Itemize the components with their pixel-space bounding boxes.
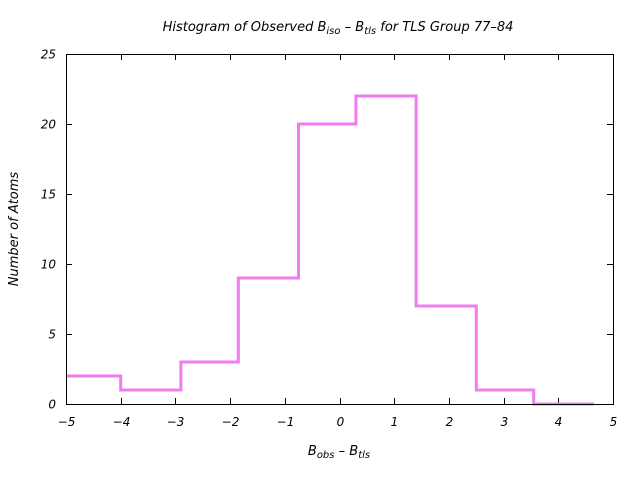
y-tick-label: 25 xyxy=(41,48,56,62)
histogram-series-line xyxy=(66,94,594,406)
y-tick-label: 5 xyxy=(48,328,56,342)
x-tick-label: 5 xyxy=(610,415,618,429)
x-tick-label: −4 xyxy=(113,415,131,429)
plot-frame xyxy=(66,54,614,405)
x-tick-label: −5 xyxy=(58,415,76,429)
y-tick-label: 10 xyxy=(41,258,57,272)
y-axis-label: Number of Atoms xyxy=(7,172,22,287)
x-tick-label: 2 xyxy=(446,415,454,429)
x-tick-label: 0 xyxy=(337,415,345,429)
x-tick-label: −2 xyxy=(222,415,240,429)
x-tick-label: 1 xyxy=(391,415,399,429)
x-tick-label: 3 xyxy=(501,415,509,429)
y-tick-label: 0 xyxy=(48,398,56,412)
x-tick-label: −1 xyxy=(277,415,295,429)
y-tick-label: 20 xyxy=(41,118,57,132)
x-axis-label: Bobs – Btls xyxy=(308,444,370,461)
x-tick-label: −3 xyxy=(167,415,185,429)
chart-title: Histogram of Observed Biso – Btls for TL… xyxy=(163,20,514,37)
y-tick-label: 15 xyxy=(41,188,56,202)
x-tick-label: 4 xyxy=(555,415,563,429)
